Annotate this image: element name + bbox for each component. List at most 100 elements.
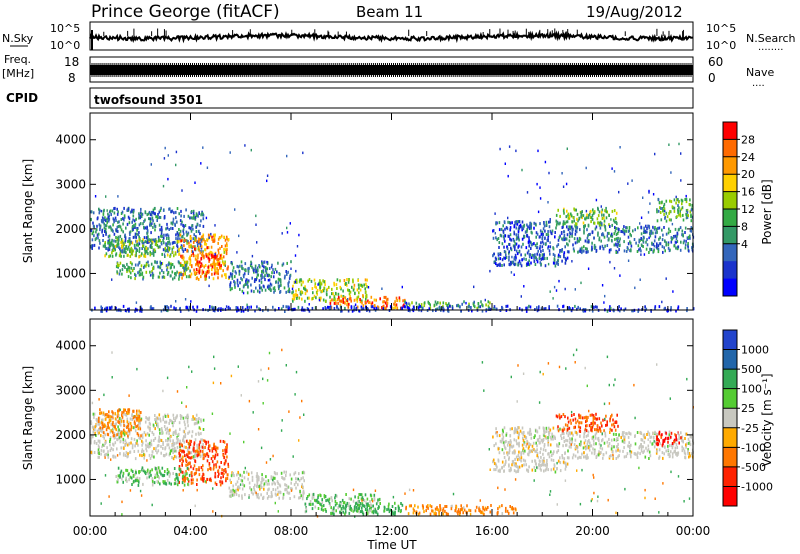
data-cell — [398, 296, 401, 300]
data-cell — [304, 287, 306, 291]
data-cell — [598, 236, 601, 240]
data-cell — [528, 259, 530, 263]
data-cell — [674, 234, 677, 238]
noise-cell — [354, 303, 357, 306]
data-cell — [191, 249, 193, 253]
data-cell — [93, 415, 95, 419]
data-cell — [255, 269, 258, 273]
data-cell — [122, 440, 125, 444]
data-cell — [136, 227, 138, 230]
data-cell — [199, 455, 202, 459]
data-cell — [335, 300, 337, 304]
data-cell — [303, 479, 305, 483]
data-cell — [569, 225, 571, 229]
data-cell — [590, 220, 592, 224]
noise-cell — [224, 264, 226, 267]
data-cell — [331, 298, 333, 302]
data-cell — [213, 258, 215, 262]
data-cell — [135, 254, 137, 258]
data-cell — [300, 290, 303, 294]
data-cell — [162, 454, 165, 457]
data-cell — [288, 280, 290, 284]
data-cell — [219, 480, 221, 484]
data-cell — [616, 250, 619, 254]
data-cell — [161, 228, 163, 232]
data-cell — [304, 502, 307, 506]
noise-cell — [208, 236, 210, 239]
data-cell — [185, 208, 187, 212]
data-cell — [326, 498, 329, 502]
data-cell — [118, 420, 120, 424]
data-cell — [515, 222, 517, 226]
data-cell — [163, 425, 166, 428]
data-cell — [229, 283, 231, 287]
data-cell — [250, 305, 252, 309]
data-cell — [264, 288, 267, 292]
data-cell — [498, 228, 501, 232]
data-cell — [394, 511, 396, 515]
data-cell — [260, 280, 263, 284]
data-cell — [179, 233, 182, 237]
data-cell — [131, 446, 134, 450]
data-cell — [290, 487, 292, 491]
noise-cell — [569, 307, 572, 310]
data-cell — [165, 420, 168, 424]
data-cell — [196, 258, 198, 262]
data-cell — [501, 264, 503, 267]
data-cell — [133, 479, 135, 483]
data-cell — [599, 221, 602, 225]
data-cell — [289, 497, 291, 500]
noise-cell — [251, 254, 254, 258]
data-cell — [493, 307, 495, 311]
freq-left-label-1: Freq. — [4, 53, 31, 66]
data-cell — [365, 282, 367, 286]
data-cell — [136, 239, 138, 243]
data-cell — [189, 462, 191, 465]
data-cell — [394, 306, 397, 309]
data-cell — [108, 247, 111, 251]
data-cell — [155, 242, 157, 246]
data-cell — [174, 447, 176, 450]
data-cell — [461, 302, 463, 306]
data-cell — [352, 278, 354, 282]
data-cell — [193, 216, 196, 220]
data-cell — [177, 438, 179, 442]
data-cell — [182, 474, 184, 478]
data-cell — [183, 420, 186, 424]
data-cell — [167, 249, 169, 253]
data-cell — [337, 506, 339, 510]
data-cell — [518, 226, 521, 230]
noise-cell — [581, 251, 583, 255]
data-cell — [613, 209, 616, 213]
data-cell — [205, 480, 207, 484]
data-cell — [368, 504, 370, 507]
data-cell — [517, 236, 520, 240]
data-cell — [203, 238, 205, 242]
noise-cell — [270, 266, 273, 269]
data-cell — [225, 276, 227, 279]
data-cell — [112, 413, 114, 417]
data-cell — [140, 215, 143, 218]
data-cell — [148, 433, 150, 437]
data-cell — [319, 279, 321, 283]
data-cell — [236, 480, 239, 484]
data-cell — [337, 292, 340, 296]
data-cell — [167, 270, 170, 274]
data-cell — [202, 457, 205, 461]
data-cell — [247, 477, 249, 481]
noise-left-label: N.Sky — [2, 32, 34, 45]
data-cell — [191, 474, 193, 478]
data-cell — [131, 252, 134, 256]
data-cell — [543, 255, 545, 259]
data-cell — [208, 444, 211, 448]
data-cell — [328, 306, 330, 309]
data-cell — [300, 477, 303, 481]
data-cell — [302, 280, 304, 284]
data-cell — [336, 305, 338, 309]
noise-cell — [634, 286, 636, 290]
data-cell — [186, 233, 188, 237]
data-cell — [227, 465, 230, 469]
data-cell — [137, 421, 140, 425]
data-cell — [190, 229, 193, 233]
data-cell — [93, 412, 96, 416]
